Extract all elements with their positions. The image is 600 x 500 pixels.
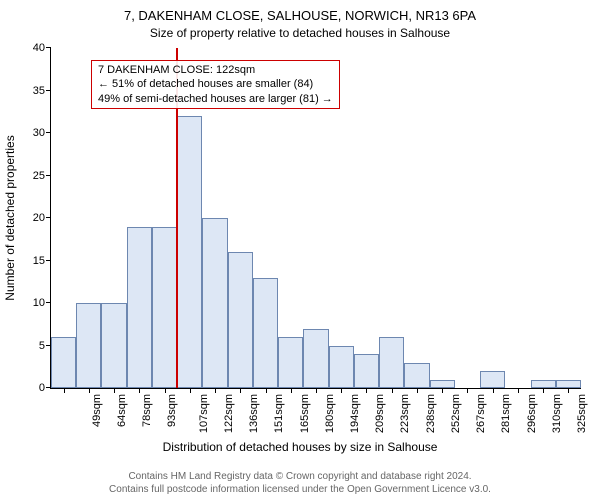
x-tick-mark [392, 388, 393, 393]
x-tick-mark [89, 388, 90, 393]
x-tick-label: 78sqm [141, 394, 153, 427]
y-tick-label: 25 [33, 170, 51, 182]
callout-line: 49% of semi-detached houses are larger (… [98, 92, 333, 106]
x-tick-mark [190, 388, 191, 393]
histogram-bar [303, 329, 328, 389]
x-tick-label: 136sqm [248, 394, 260, 433]
y-tick-label: 20 [33, 212, 51, 224]
chart-title: 7, DAKENHAM CLOSE, SALHOUSE, NORWICH, NR… [0, 8, 600, 23]
x-tick-mark [543, 388, 544, 393]
histogram-chart: 7, DAKENHAM CLOSE, SALHOUSE, NORWICH, NR… [0, 0, 600, 500]
histogram-bar [404, 363, 429, 389]
x-tick-label: 49sqm [91, 394, 103, 427]
histogram-bar [127, 227, 152, 389]
x-tick-mark [165, 388, 166, 393]
chart-subtitle: Size of property relative to detached ho… [0, 26, 600, 40]
x-tick-label: 180sqm [324, 394, 336, 433]
histogram-bar [531, 380, 556, 389]
x-tick-label: 223sqm [400, 394, 412, 433]
x-tick-label: 281sqm [501, 394, 513, 433]
x-tick-mark [568, 388, 569, 393]
y-tick-label: 5 [39, 340, 51, 352]
x-tick-label: 165sqm [299, 394, 311, 433]
y-tick-mark [46, 260, 51, 261]
x-tick-mark [114, 388, 115, 393]
x-tick-label: 267sqm [475, 394, 487, 433]
x-tick-mark [316, 388, 317, 393]
histogram-bar [556, 380, 581, 389]
x-tick-label: 93sqm [166, 394, 178, 427]
footer-line-1: Contains HM Land Registry data © Crown c… [0, 470, 600, 483]
chart-footer: Contains HM Land Registry data © Crown c… [0, 470, 600, 496]
histogram-bar [101, 303, 126, 388]
y-tick-label: 10 [33, 297, 51, 309]
histogram-bar [152, 227, 177, 389]
histogram-bar [228, 252, 253, 388]
histogram-bar [177, 116, 202, 388]
histogram-bar [329, 346, 354, 389]
x-tick-mark [240, 388, 241, 393]
x-tick-mark [493, 388, 494, 393]
callout-line: ← 51% of detached houses are smaller (84… [98, 77, 333, 91]
y-tick-mark [46, 302, 51, 303]
x-tick-label: 325sqm [576, 394, 588, 433]
plot-area: 051015202530354049sqm64sqm78sqm93sqm107s… [50, 48, 581, 389]
histogram-bar [379, 337, 404, 388]
y-tick-label: 40 [33, 42, 51, 54]
y-tick-mark [46, 217, 51, 218]
x-tick-mark [291, 388, 292, 393]
x-tick-mark [442, 388, 443, 393]
x-tick-mark [366, 388, 367, 393]
x-tick-mark [64, 388, 65, 393]
x-tick-label: 151sqm [273, 394, 285, 433]
y-tick-mark [46, 47, 51, 48]
histogram-bar [202, 218, 227, 388]
y-tick-mark [46, 132, 51, 133]
histogram-bar [76, 303, 101, 388]
x-tick-label: 238sqm [425, 394, 437, 433]
histogram-bar [253, 278, 278, 389]
y-tick-label: 30 [33, 127, 51, 139]
x-tick-label: 107sqm [198, 394, 210, 433]
x-tick-mark [341, 388, 342, 393]
x-tick-label: 296sqm [526, 394, 538, 433]
x-tick-label: 122sqm [223, 394, 235, 433]
x-tick-label: 310sqm [551, 394, 563, 433]
x-tick-label: 64sqm [116, 394, 128, 427]
x-tick-label: 209sqm [374, 394, 386, 433]
x-tick-label: 194sqm [349, 394, 361, 433]
histogram-bar [430, 380, 455, 389]
x-tick-mark [266, 388, 267, 393]
footer-line-2: Contains full postcode information licen… [0, 483, 600, 496]
y-axis-label: Number of detached properties [3, 135, 17, 300]
x-tick-mark [518, 388, 519, 393]
callout-box: 7 DAKENHAM CLOSE: 122sqm← 51% of detache… [91, 60, 340, 109]
x-tick-mark [467, 388, 468, 393]
histogram-bar [480, 371, 505, 388]
x-tick-label: 252sqm [450, 394, 462, 433]
x-axis-label: Distribution of detached houses by size … [0, 440, 600, 454]
histogram-bar [278, 337, 303, 388]
histogram-bar [354, 354, 379, 388]
y-tick-mark [46, 175, 51, 176]
x-tick-mark [215, 388, 216, 393]
x-tick-mark [139, 388, 140, 393]
y-tick-mark [46, 90, 51, 91]
x-tick-mark [417, 388, 418, 393]
y-tick-label: 35 [33, 85, 51, 97]
y-tick-label: 15 [33, 255, 51, 267]
y-tick-label: 0 [39, 382, 51, 394]
histogram-bar [51, 337, 76, 388]
callout-line: 7 DAKENHAM CLOSE: 122sqm [98, 63, 333, 77]
